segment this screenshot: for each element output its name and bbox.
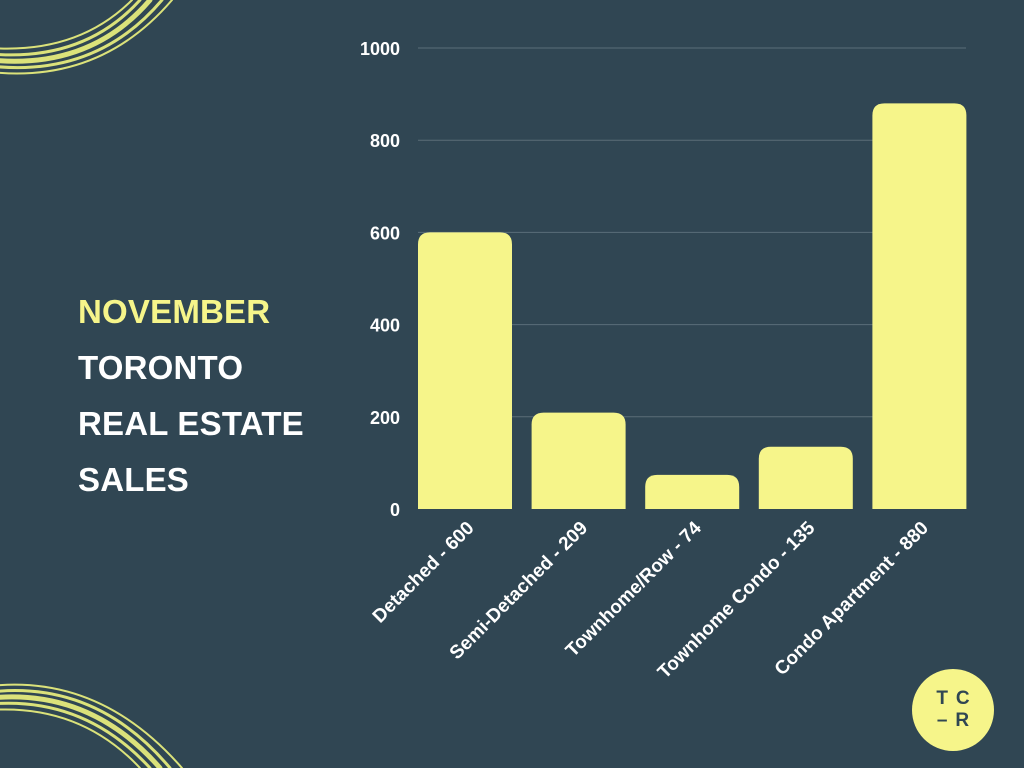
x-category-label: Detached - 600 [369, 518, 479, 628]
bar [418, 232, 512, 509]
logo-line-2: –R [936, 710, 978, 731]
y-tick-label: 200 [370, 408, 400, 428]
decorative-swirl-bottom [0, 683, 183, 768]
bars [418, 103, 967, 509]
y-tick-label: 400 [370, 316, 400, 336]
bar [531, 412, 626, 509]
bar [758, 446, 853, 509]
y-tick-label: 1000 [360, 39, 400, 59]
bar [872, 103, 967, 509]
y-tick-label: 600 [370, 223, 400, 243]
logo-line-1: TC [936, 688, 978, 709]
brand-logo: TC –R [912, 669, 994, 751]
decorative-swirl-top [0, 0, 173, 75]
y-tick-label: 800 [370, 131, 400, 151]
y-tick-label: 0 [390, 500, 400, 520]
heading-sales: SALES [78, 461, 190, 498]
heading-month: NOVEMBER [78, 293, 271, 330]
bar [645, 474, 740, 509]
y-axis-ticks: 0 200 400 600 800 1000 [360, 39, 400, 520]
heading-city: TORONTO [78, 349, 244, 386]
chart-heading: NOVEMBER TORONTO REAL ESTATE SALES [78, 284, 304, 508]
heading-topic: REAL ESTATE [78, 405, 304, 442]
